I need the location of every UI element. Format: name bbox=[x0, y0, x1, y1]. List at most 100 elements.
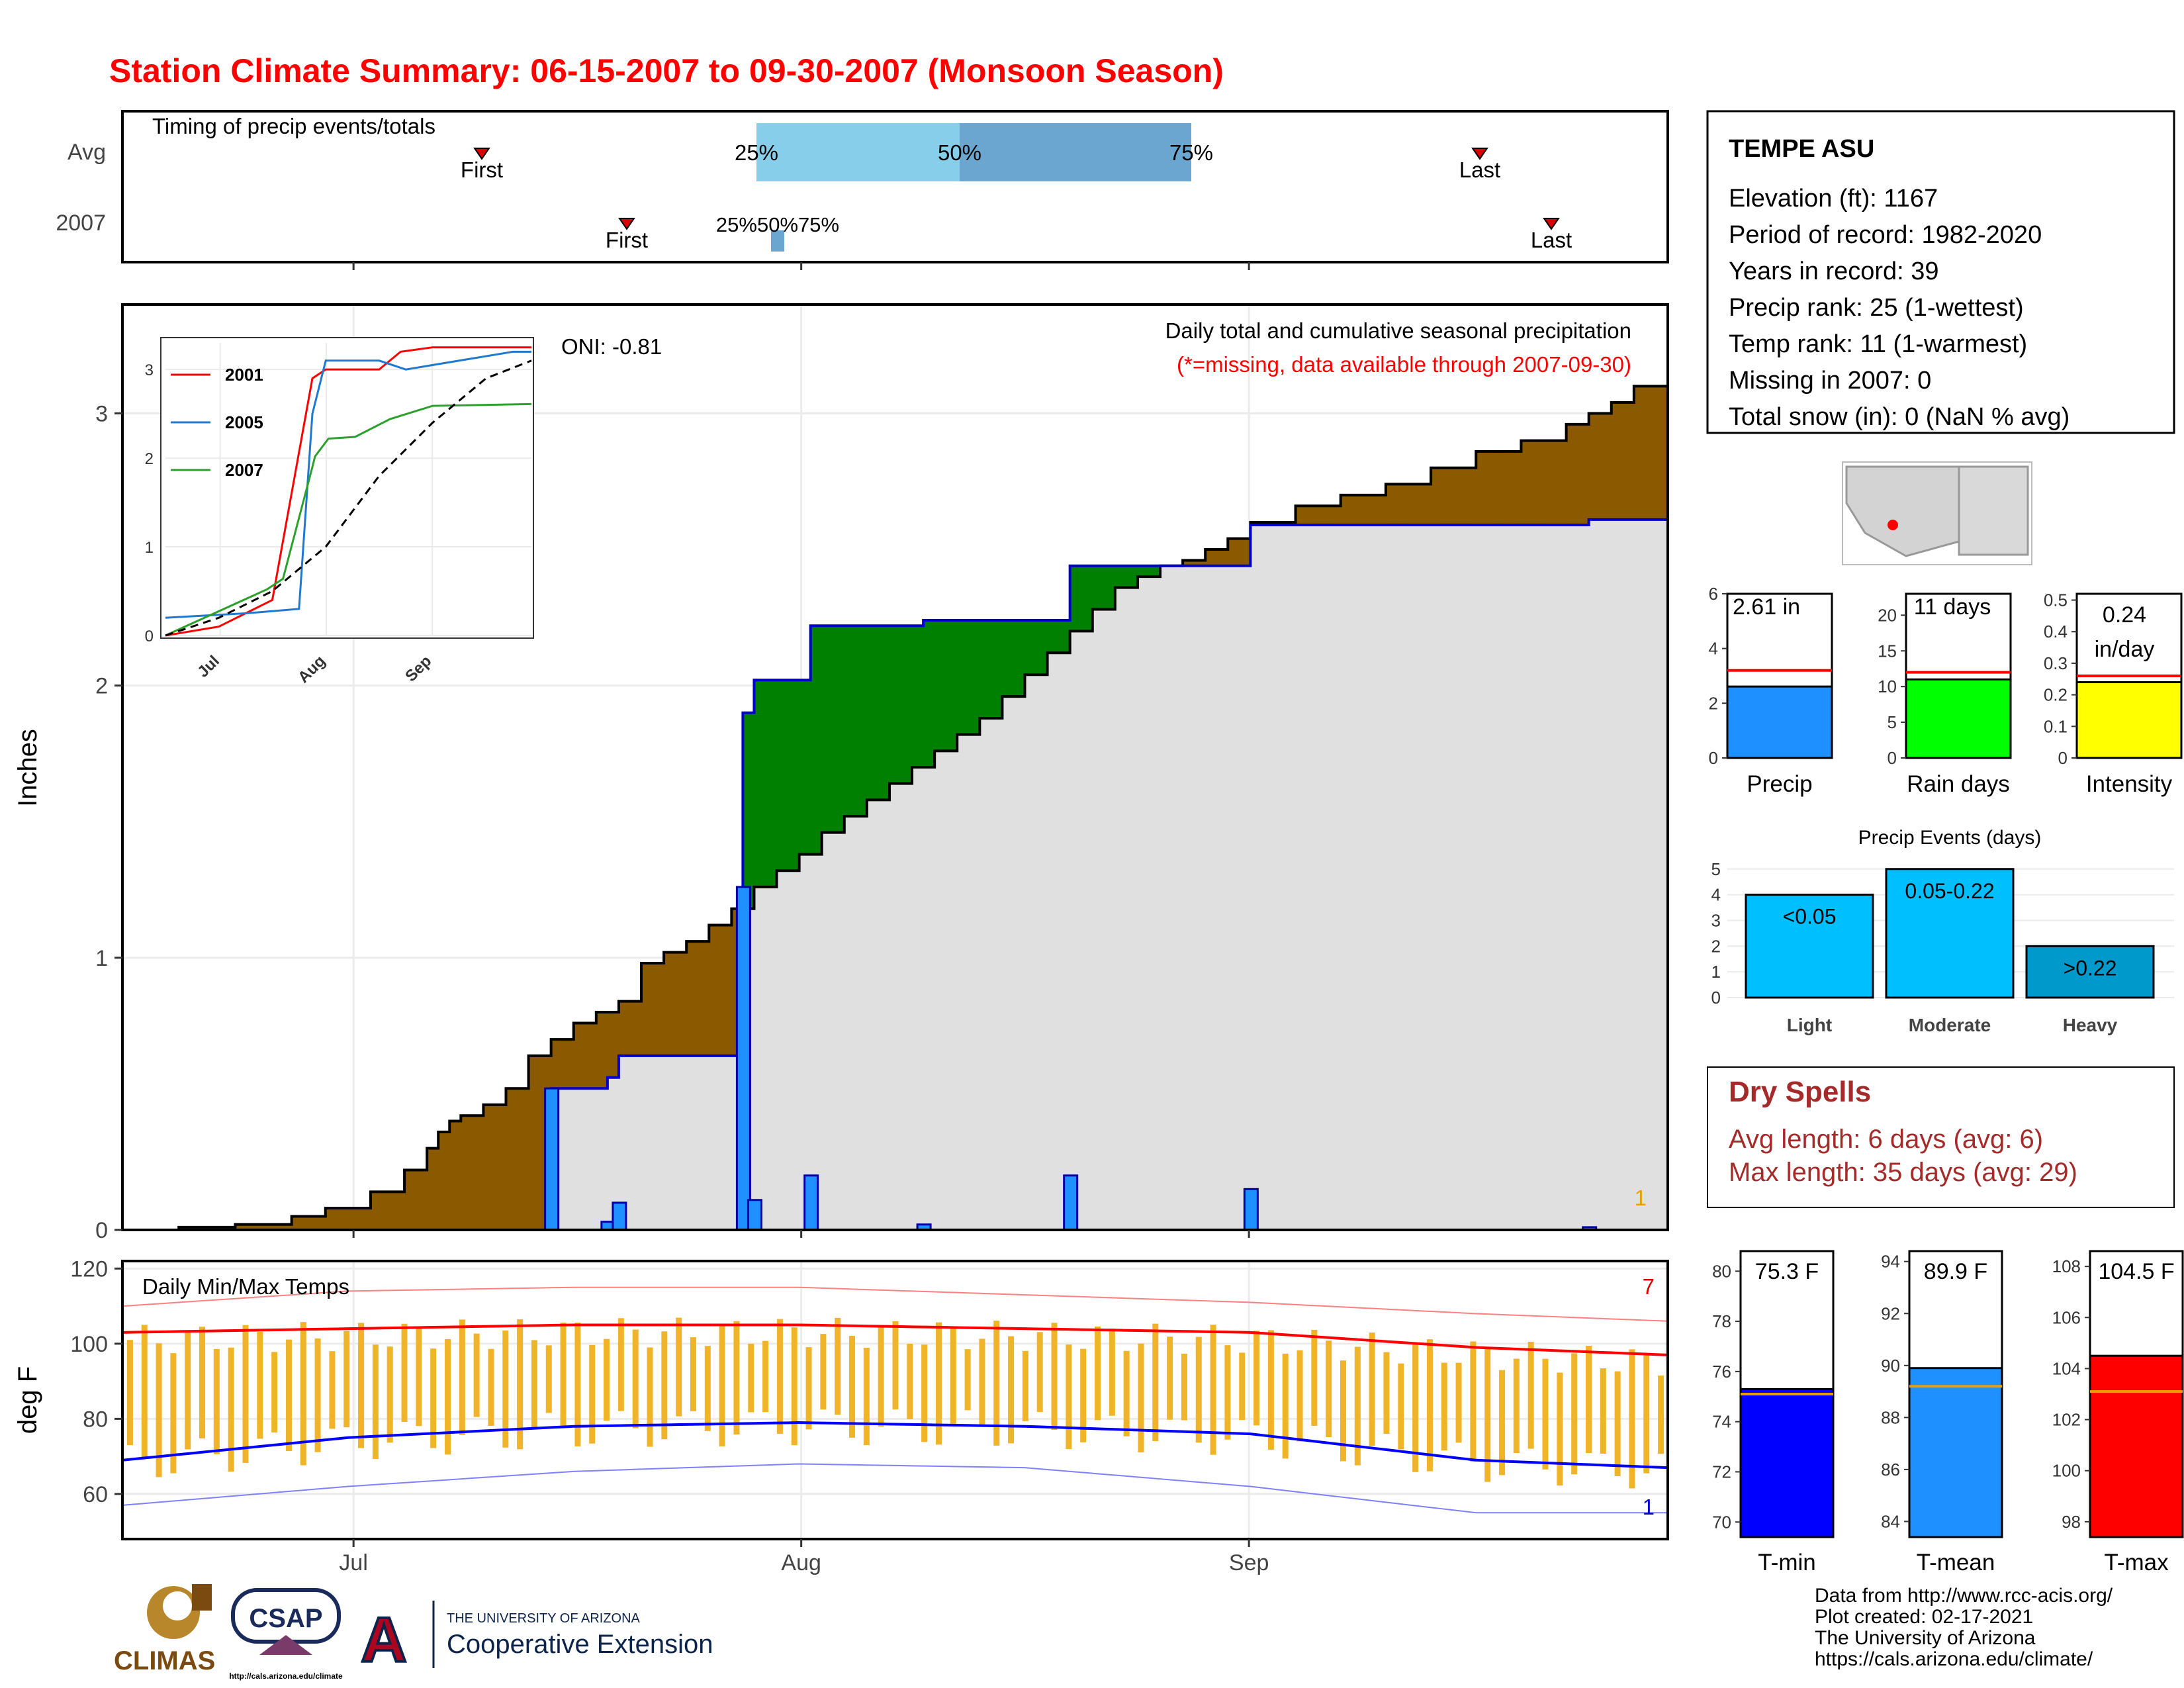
station-location-dot bbox=[1888, 520, 1898, 530]
precip-deficit-segment bbox=[347, 1208, 360, 1230]
precip-deficit-segment bbox=[494, 1104, 506, 1230]
precip-panel: 0 1 2 3 Inches Daily total and cumulative s… bbox=[13, 262, 1669, 1243]
temp-daily-range-bar bbox=[329, 1351, 336, 1429]
temp-daily-range-bar bbox=[1369, 1333, 1375, 1446]
temp-daily-range-bar bbox=[719, 1324, 725, 1447]
temp-daily-range-bar bbox=[1267, 1330, 1274, 1450]
precip-avg-cumulative-line bbox=[122, 385, 1668, 1231]
inset-legend-label: 2005 bbox=[225, 412, 263, 432]
events-bar-label: <0.05 bbox=[1783, 905, 1837, 929]
climas-text: CLIMAS bbox=[114, 1646, 215, 1675]
precip-surplus-segment bbox=[1092, 565, 1105, 610]
temp-daily-range-bar bbox=[560, 1323, 567, 1427]
precip-deficit-segment bbox=[280, 1224, 293, 1230]
temp-record-max-line bbox=[122, 1286, 1668, 1322]
precip-deficit-segment bbox=[438, 1131, 450, 1230]
temp-daily-range-bar bbox=[1354, 1346, 1361, 1466]
precip-surplus-segment bbox=[833, 626, 845, 833]
temp-daily-range-bar bbox=[314, 1338, 321, 1452]
precip-daily-bar bbox=[747, 1199, 762, 1231]
temp-daily-range-bar bbox=[1311, 1329, 1318, 1426]
temp-corner-top: 7 bbox=[1643, 1274, 1655, 1299]
temp-daily-range-bar bbox=[170, 1353, 177, 1474]
mini-bar-y-tick-label: 86 bbox=[1881, 1460, 1900, 1479]
precip-deficit-segment bbox=[1600, 413, 1612, 520]
precip-surplus-segment bbox=[788, 680, 800, 871]
precip-deficit-segment bbox=[359, 1208, 371, 1230]
dry-avg: Avg length: 6 days (avg: 6) bbox=[1729, 1125, 2043, 1154]
precip-deficit-segment bbox=[1510, 451, 1522, 526]
month-labels: Jul Aug Sep bbox=[339, 1539, 1269, 1575]
temp-daily-range-bar bbox=[1412, 1343, 1419, 1472]
precip-surplus-segment bbox=[968, 620, 980, 735]
precip-surplus-segment bbox=[934, 620, 946, 751]
inset-series-2001 bbox=[165, 346, 531, 637]
summary-bar-charts: 0 2 4 6 Precip 0 5 10 15 20 Rain days 0 0.1 0.2 0.3 0.4… bbox=[1709, 584, 2183, 797]
credit-line: Data from http://www.rcc-acis.org/ bbox=[1815, 1585, 2113, 1607]
station-info-box: TEMPE ASU Elevation (ft): 1167 Period of … bbox=[1706, 110, 2175, 434]
precip-deficit-segment bbox=[709, 925, 721, 1056]
ua-logo: A THE UNIVERSITY OF ARIZONA Cooperative … bbox=[359, 1601, 713, 1677]
precip-surplus-segment bbox=[1024, 620, 1037, 675]
dry-spells-box: Dry Spells Avg length: 6 days (avg: 6) M… bbox=[1707, 1066, 2175, 1208]
mini-bar-y-tick-label: 2 bbox=[1709, 693, 1718, 713]
temp-daily-range-bar bbox=[1600, 1368, 1606, 1454]
inset-legend-label: 2001 bbox=[225, 365, 263, 385]
precip-chart-subtitle: (*=missing, data available through 2007-… bbox=[1177, 352, 1631, 377]
temp-daily-range-bar bbox=[820, 1334, 827, 1410]
temp-daily-range-bar bbox=[1527, 1342, 1534, 1449]
precip-surplus-segment bbox=[923, 620, 935, 767]
oni-label: ONI: -0.81 bbox=[561, 334, 662, 359]
precip-deficit-segment bbox=[1622, 402, 1635, 520]
precip-deficit-segment bbox=[427, 1148, 439, 1230]
temp-daily-range-bar bbox=[1455, 1362, 1462, 1443]
precip-deficit-segment bbox=[1656, 386, 1668, 520]
precip-deficit-segment bbox=[1194, 560, 1206, 566]
precip-deficit-segment bbox=[325, 1208, 338, 1230]
temp-daily-range-bar bbox=[1383, 1352, 1390, 1434]
precip-surplus-segment bbox=[765, 680, 778, 887]
precip-surplus-segment bbox=[901, 626, 913, 784]
precip-surplus-segment bbox=[1047, 620, 1060, 653]
inset-legend: 2001 2005 2007 bbox=[171, 365, 263, 480]
temp-daily-range-bar bbox=[604, 1338, 610, 1421]
temp-daily-range-bar bbox=[1253, 1331, 1260, 1426]
mini-bar-y-tick-label: 102 bbox=[2052, 1410, 2081, 1430]
events-y-tick-label: 5 bbox=[1711, 859, 1721, 879]
station-name: TEMPE ASU bbox=[1729, 135, 1874, 163]
temp-daily-range-bar bbox=[1643, 1353, 1650, 1474]
csap-text: CSAP bbox=[249, 1604, 322, 1633]
temp-daily-range-bar bbox=[589, 1344, 596, 1444]
precip-total-value: 2.61 in bbox=[1733, 594, 1800, 620]
precip-deficit-segment bbox=[1588, 413, 1601, 520]
temp-daily-range-bar bbox=[1123, 1350, 1130, 1436]
temp-daily-range-bar bbox=[141, 1325, 148, 1458]
precip-surplus-segment bbox=[1013, 620, 1026, 697]
climas-emblem-block bbox=[192, 1584, 212, 1611]
temp-daily-range-bar bbox=[1224, 1345, 1231, 1440]
temp-daily-range-bar bbox=[1022, 1350, 1028, 1421]
precip-deficit-segment bbox=[1261, 522, 1273, 526]
temp-daily-range-bar bbox=[805, 1347, 812, 1430]
precip-deficit-segment bbox=[1306, 506, 1319, 526]
temp-daily-range-bar bbox=[1036, 1332, 1043, 1413]
temp-daily-range-bar bbox=[387, 1346, 393, 1443]
temp-daily-range-bar bbox=[502, 1330, 509, 1448]
y2007-first-label: First bbox=[606, 228, 648, 252]
temp-daily-range-bar bbox=[892, 1321, 899, 1410]
station-info-line: Total snow (in): 0 (NaN % avg) bbox=[1729, 403, 2070, 431]
inset-legend-label: 2007 bbox=[225, 460, 263, 480]
temp-daily-bars bbox=[126, 1317, 1664, 1489]
temp-daily-range-bar bbox=[661, 1331, 668, 1440]
precip-deficit-segment bbox=[1318, 506, 1330, 526]
inset-series-2005 bbox=[165, 350, 531, 619]
temp-daily-range-bar bbox=[647, 1347, 653, 1447]
temp-daily-range-bar bbox=[776, 1319, 783, 1434]
precip-deficit-segment bbox=[675, 952, 687, 1056]
map-new-mexico-shape bbox=[1958, 465, 2029, 556]
avg-first-label: First bbox=[461, 158, 503, 182]
precip-surplus-segment bbox=[1002, 620, 1014, 697]
precip-y-tick-label: 1 bbox=[95, 946, 108, 971]
